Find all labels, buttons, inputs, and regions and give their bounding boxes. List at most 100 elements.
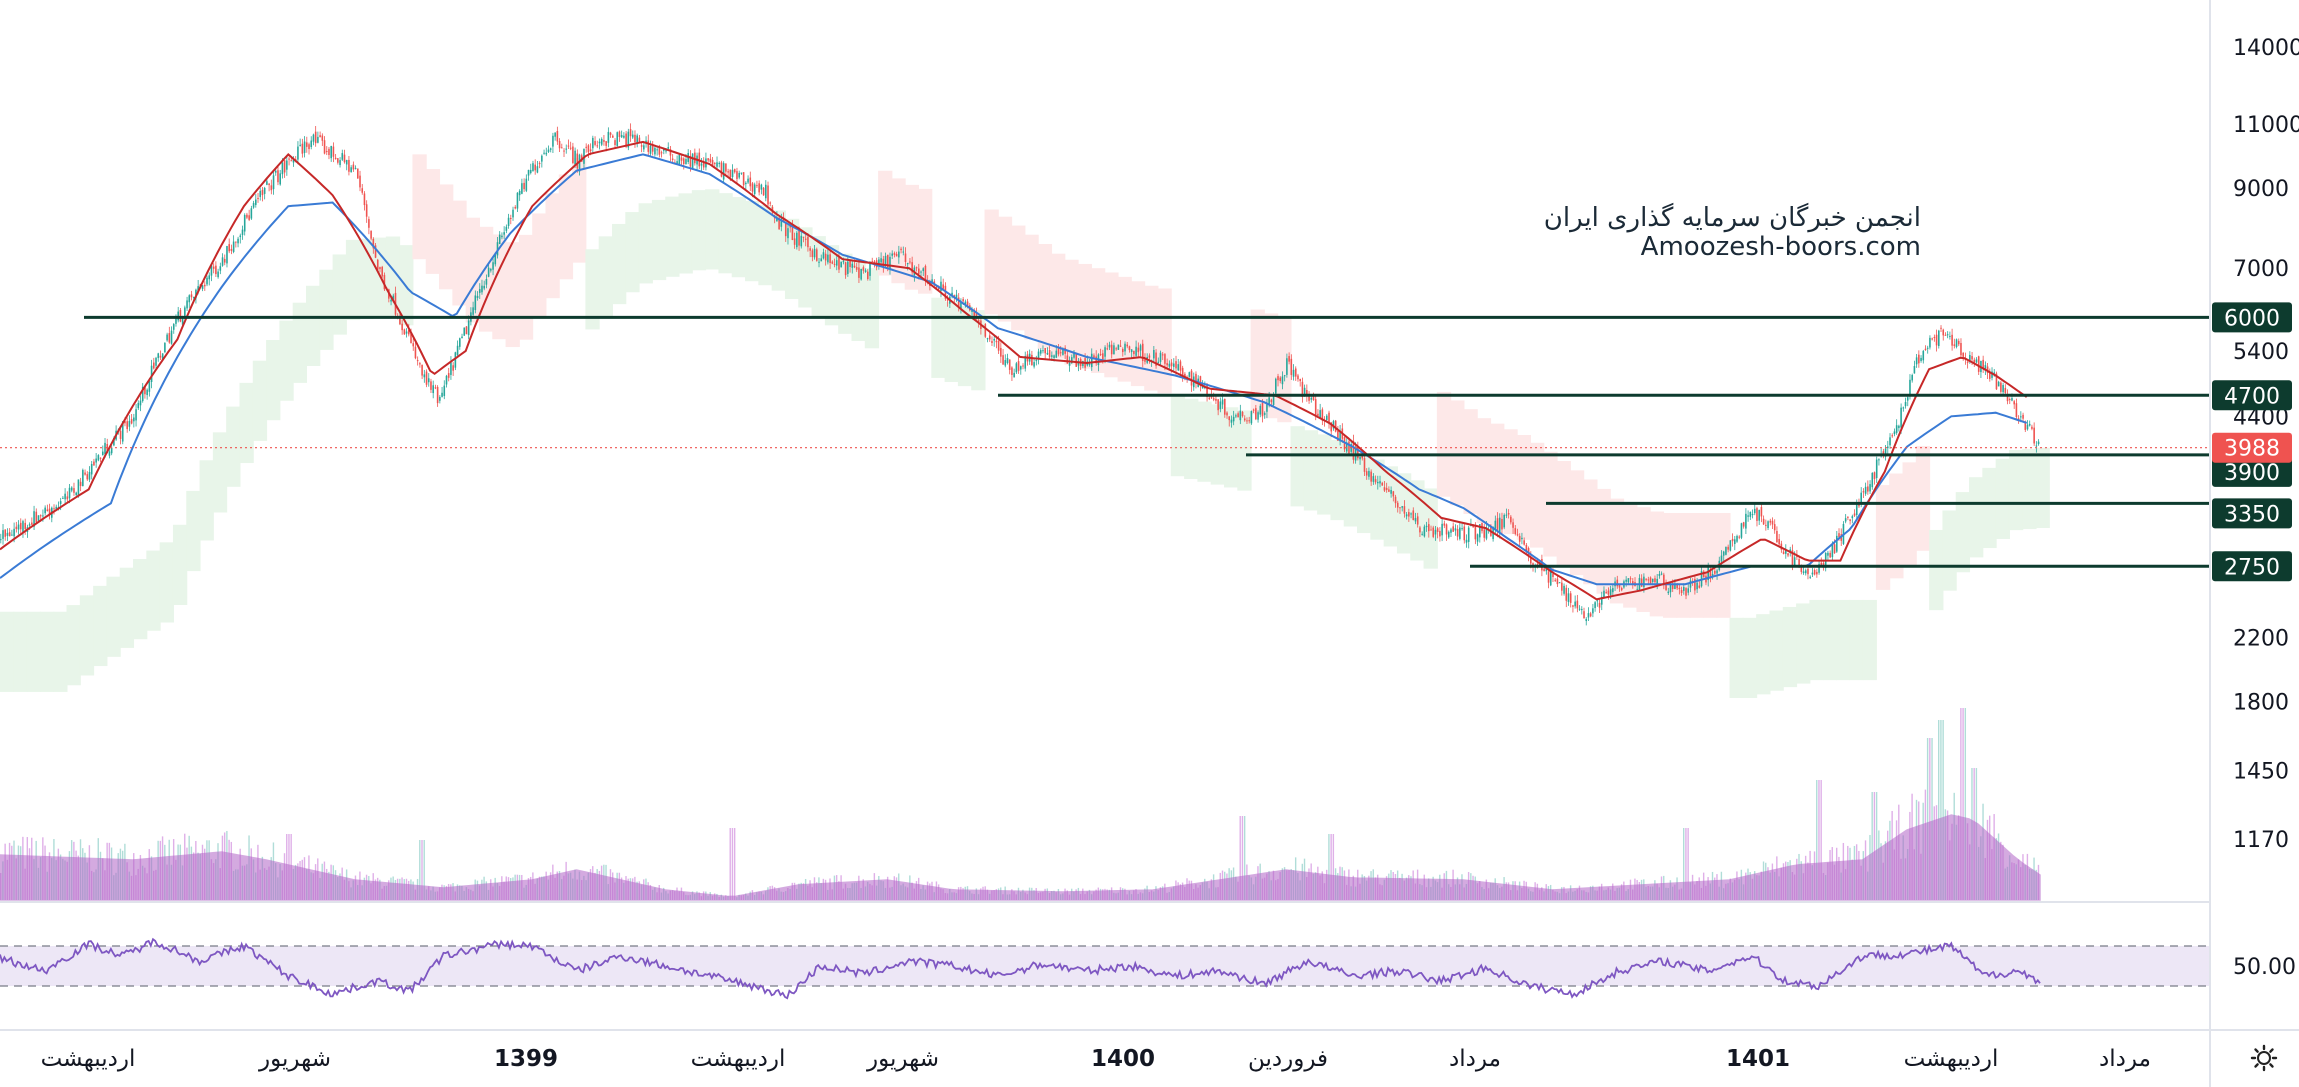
- candle-body: [1658, 574, 1661, 576]
- cloud-segment: [425, 169, 441, 274]
- candle-body: [556, 131, 559, 142]
- candle-body: [523, 182, 525, 190]
- price-tick-label: 1800: [2233, 691, 2289, 716]
- candle-body: [1767, 521, 1769, 529]
- candle-body: [572, 146, 574, 163]
- candle-body: [104, 442, 106, 455]
- candle-body: [447, 373, 450, 378]
- candle-body: [1474, 524, 1477, 540]
- time-label: 1401: [1726, 1046, 1790, 1072]
- candle-body: [833, 263, 836, 265]
- candle-body: [190, 294, 193, 298]
- candle-body: [521, 183, 523, 194]
- candle-body: [1962, 352, 1964, 357]
- candle-body: [1920, 357, 1922, 361]
- candle-body: [860, 269, 862, 280]
- candle-body: [1791, 550, 1794, 565]
- candle-body: [1179, 361, 1182, 371]
- candle-body: [962, 299, 964, 302]
- candle-body: [587, 145, 590, 153]
- candle-body: [379, 267, 381, 270]
- candle-body: [654, 147, 656, 155]
- candle-body: [758, 183, 760, 193]
- candle-body: [1567, 593, 1570, 602]
- candle-body: [1734, 539, 1736, 545]
- candle-body: [558, 141, 561, 149]
- candle-body: [1844, 518, 1847, 522]
- candle-body: [1702, 571, 1705, 578]
- candle-body: [1838, 533, 1840, 538]
- candle-body: [416, 360, 419, 362]
- candle-body: [1804, 570, 1807, 574]
- candle-body: [66, 496, 69, 500]
- candle-body: [709, 158, 712, 163]
- cloud-segment: [1197, 401, 1212, 482]
- candle-body: [259, 190, 262, 197]
- candle-body: [19, 522, 22, 530]
- cloud-segment: [1982, 467, 1997, 549]
- candle-body: [569, 147, 572, 149]
- time-label: مرداد: [2099, 1046, 2151, 1072]
- candle-body: [308, 144, 310, 150]
- candle-body: [1015, 363, 1018, 373]
- volume-ma-area: [0, 814, 2041, 901]
- candle-body: [1747, 515, 1749, 517]
- candle-body: [359, 175, 361, 188]
- candle-body: [933, 281, 936, 284]
- candle-body: [184, 307, 186, 319]
- candle-body: [494, 254, 497, 265]
- candle-body: [678, 154, 681, 165]
- volume-bar: [1938, 720, 1940, 900]
- cloud-segment: [518, 234, 534, 340]
- candle-body: [1518, 535, 1521, 542]
- candle-body: [357, 168, 359, 179]
- candle-body: [1226, 412, 1228, 416]
- candle-body: [288, 158, 290, 160]
- candle-body: [1654, 578, 1656, 583]
- candle-body: [1935, 334, 1938, 346]
- candle-body: [37, 515, 40, 521]
- candle-body: [299, 144, 301, 146]
- candle-body: [904, 253, 907, 262]
- candle-body: [70, 487, 73, 491]
- ichimoku-cloud: [0, 154, 2050, 699]
- candle-body: [760, 184, 763, 190]
- candle-body: [1057, 348, 1060, 355]
- candle-body: [1066, 355, 1069, 364]
- candle-body: [844, 262, 847, 276]
- volume-bar: [1926, 738, 1929, 900]
- candle-body: [1217, 399, 1219, 411]
- candle-body: [370, 230, 372, 239]
- candle-body: [707, 158, 709, 161]
- cloud-segment: [984, 209, 999, 315]
- candle-body: [210, 265, 213, 276]
- candle-body: [412, 343, 415, 347]
- candle-body: [1368, 470, 1370, 477]
- cloud-segment: [1250, 309, 1265, 415]
- cloud-segment: [2008, 449, 2024, 531]
- cloud-segment: [731, 197, 747, 278]
- candle-body: [297, 146, 299, 160]
- candle-body: [141, 386, 144, 402]
- cloud-segment: [1636, 507, 1651, 612]
- candle-body: [612, 135, 614, 138]
- candle-body: [223, 258, 226, 263]
- candle-body: [536, 166, 539, 173]
- candle-body: [1904, 402, 1907, 407]
- price-tick-label: 5400: [2233, 340, 2289, 365]
- candle-body: [1942, 329, 1945, 336]
- cloud-segment: [1729, 617, 1744, 699]
- candle-body: [807, 236, 809, 248]
- candle-body: [496, 242, 499, 256]
- candle-body: [1689, 580, 1692, 588]
- settings-gear-icon[interactable]: [2249, 1043, 2279, 1073]
- volume-bar: [1942, 720, 1944, 900]
- volume-bar: [1964, 708, 1967, 900]
- volume-bar: [1818, 780, 1820, 900]
- candle-body: [1802, 571, 1805, 574]
- candle-body: [1250, 411, 1253, 424]
- time-label: شهریور: [258, 1046, 331, 1072]
- candle-body: [878, 259, 880, 266]
- cloud-segment: [918, 188, 933, 294]
